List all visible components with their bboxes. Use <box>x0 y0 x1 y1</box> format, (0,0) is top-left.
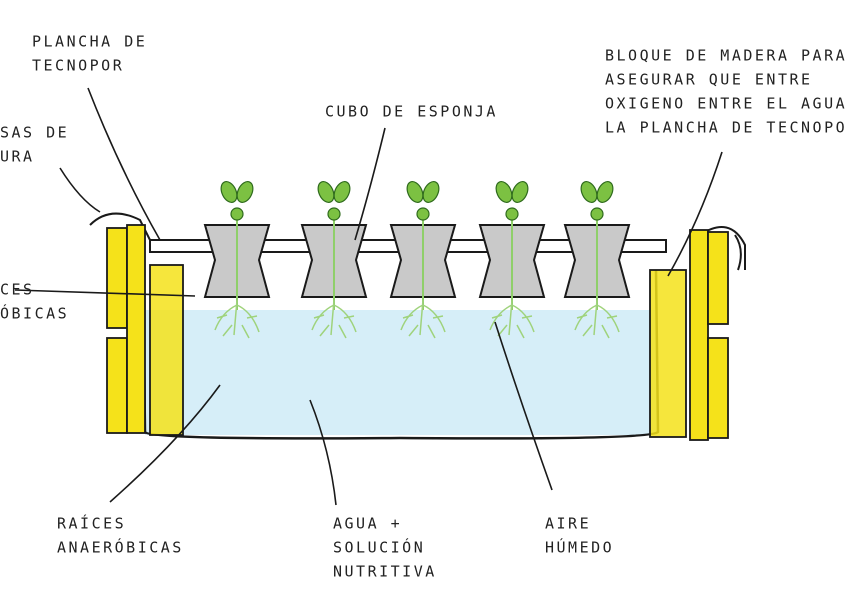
wood-block <box>707 337 729 439</box>
label-text: CES <box>0 281 35 299</box>
roots <box>489 299 535 339</box>
wood-block <box>149 264 184 436</box>
label-text: AIRE <box>545 515 591 533</box>
leaf <box>230 207 244 221</box>
wood-block <box>106 337 128 434</box>
leader-line <box>494 321 553 491</box>
roots <box>311 299 357 339</box>
label-text: ANAERÓBICAS <box>57 538 184 557</box>
wood-block <box>106 227 128 329</box>
wood-block <box>689 229 709 441</box>
plants <box>203 181 631 339</box>
leader-line <box>14 289 196 297</box>
leaf <box>236 181 254 203</box>
leaf <box>220 181 238 203</box>
label-text: SOLUCIÓN <box>333 538 425 557</box>
leaders <box>14 87 723 506</box>
leaf <box>406 181 424 203</box>
leaf <box>511 181 529 203</box>
roots <box>574 299 620 339</box>
roots <box>400 299 446 339</box>
leaf <box>505 207 519 221</box>
label-text: CUBO DE ESPONJA <box>325 103 498 121</box>
leaf <box>495 181 513 203</box>
label-text: NUTRITIVA <box>333 563 437 581</box>
tank <box>89 212 746 441</box>
leaf <box>317 181 335 203</box>
roots <box>214 299 260 339</box>
leaf <box>416 207 430 221</box>
leader-line <box>109 384 221 503</box>
water <box>145 310 657 435</box>
leaf <box>422 181 440 203</box>
leader-line <box>309 399 337 506</box>
leader-line <box>667 151 723 277</box>
leader-line <box>59 167 101 213</box>
label-text: URA <box>0 148 35 166</box>
label-text: OXIGENO ENTRE EL AGUA <box>605 95 845 113</box>
leader-line <box>354 127 386 241</box>
label-text: TECNOPOR <box>32 57 124 75</box>
leaf <box>580 181 598 203</box>
leaf <box>333 181 351 203</box>
wood-block <box>707 231 729 325</box>
wood-block <box>649 269 687 438</box>
leaf <box>590 207 604 221</box>
label-text: ÓBICAS <box>0 304 69 323</box>
label-text: PLANCHA DE <box>32 33 147 51</box>
label-text: SAS DE <box>0 124 69 142</box>
label-text: ASEGURAR QUE ENTRE <box>605 71 813 89</box>
label-text: BLOQUE DE MADERA PARA <box>605 47 845 65</box>
leader-line <box>87 87 161 241</box>
label-text: HÚMEDO <box>545 538 614 557</box>
label-text: AGUA + <box>333 515 402 533</box>
leaf <box>596 181 614 203</box>
label-text: RAÍCES <box>57 514 126 533</box>
wood-block <box>126 224 146 434</box>
labels: PLANCHA DE TECNOPOR SAS DE URA CES ÓBICAS CUBO… <box>0 33 845 581</box>
leaf <box>327 207 341 221</box>
label-text: LA PLANCHA DE TECNOPO <box>605 119 845 137</box>
